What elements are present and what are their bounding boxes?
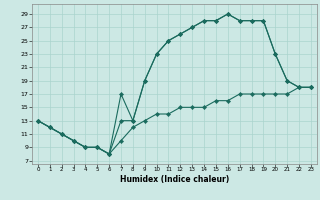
X-axis label: Humidex (Indice chaleur): Humidex (Indice chaleur) bbox=[120, 175, 229, 184]
